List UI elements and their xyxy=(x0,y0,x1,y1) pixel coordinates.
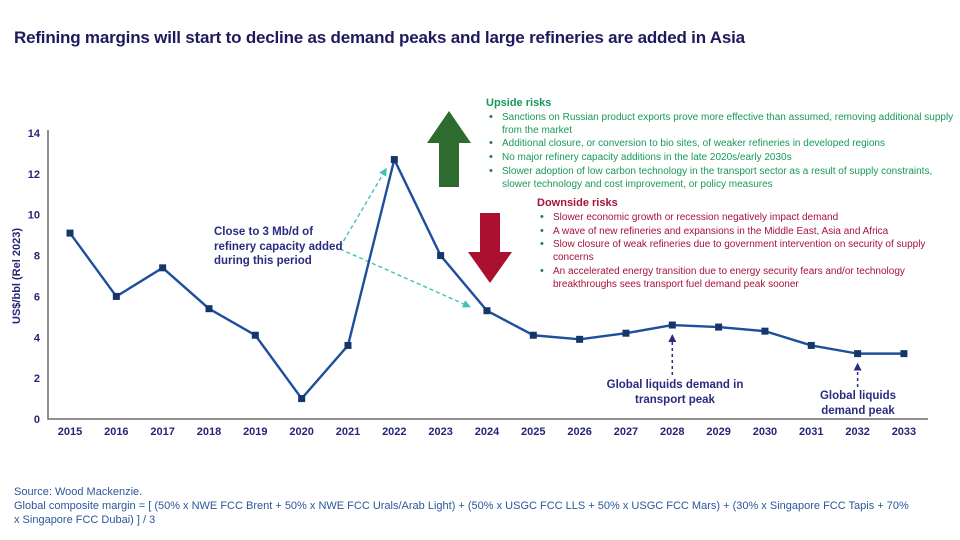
y-tick-label: 8 xyxy=(34,251,40,263)
annotation-arrows xyxy=(668,334,862,387)
source-note: Source: Wood Mackenzie. Global composite… xyxy=(14,485,912,527)
x-tick-label: 2015 xyxy=(58,426,82,438)
axis-lines xyxy=(47,130,928,420)
capacity-arrow-to-2022 xyxy=(339,167,387,248)
data-point-marker xyxy=(251,331,259,339)
capacity-annotation-line: Close to 3 Mb/d of xyxy=(214,226,314,238)
x-tick-label: 2026 xyxy=(567,426,591,438)
demand-peak-line: demand peak xyxy=(821,404,895,417)
y-tick-label: 0 xyxy=(34,414,40,426)
list-item: No major refinery capacity additions in … xyxy=(486,151,954,165)
data-point-marker xyxy=(159,264,167,272)
x-tick-label: 2032 xyxy=(845,426,869,438)
data-point-marker xyxy=(66,229,74,237)
data-point-marker xyxy=(807,341,815,349)
source-line: Source: Wood Mackenzie. xyxy=(14,486,143,498)
downside-risk-text: Slow closure of weak refineries due to g… xyxy=(553,239,926,264)
list-item: Additional closure, or conversion to bio… xyxy=(486,137,954,151)
list-item: A wave of new refineries and expansions … xyxy=(537,225,941,239)
downside-risks-list: Slower economic growth or recession nega… xyxy=(537,211,941,292)
y-tick-label: 14 xyxy=(28,128,41,140)
data-point-marker xyxy=(668,321,676,329)
source-formula: Global composite margin = [ (50% x NWE F… xyxy=(14,500,909,526)
list-item: Slower adoption of low carbon technology… xyxy=(486,165,954,192)
upside-risks-panel: Upside risks Sanctions on Russian produc… xyxy=(486,97,954,193)
data-point-marker xyxy=(715,323,723,331)
x-tick-label: 2018 xyxy=(197,426,221,438)
capacity-pointer-arrows xyxy=(339,167,471,308)
y-tick-label: 2 xyxy=(34,373,40,385)
x-tick-label: 2028 xyxy=(660,426,684,438)
downside-risks-panel: Downside risks Slower economic growth or… xyxy=(537,197,941,293)
data-point-marker xyxy=(390,156,398,164)
data-point-marker xyxy=(298,395,306,403)
transport-peak-annotation: Global liquids demand in transport peak xyxy=(585,378,765,407)
transport-peak-line: transport peak xyxy=(635,393,715,406)
list-item: Slow closure of weak refineries due to g… xyxy=(537,238,941,265)
x-tick-label: 2017 xyxy=(150,426,174,438)
list-item: Slower economic growth or recession nega… xyxy=(537,211,941,225)
data-point-marker xyxy=(483,307,491,315)
x-tick-label: 2023 xyxy=(428,426,452,438)
data-point-marker xyxy=(576,335,584,343)
x-tick-label: 2033 xyxy=(892,426,916,438)
x-tick-label: 2021 xyxy=(336,426,360,438)
list-item: Sanctions on Russian product exports pro… xyxy=(486,111,954,138)
downside-risks-heading: Downside risks xyxy=(537,197,618,209)
data-point-marker xyxy=(437,252,445,260)
x-tick-label: 2020 xyxy=(289,426,313,438)
upside-risks-heading: Upside risks xyxy=(486,97,552,109)
data-point-marker xyxy=(900,350,908,358)
upside-risk-text: Additional closure, or conversion to bio… xyxy=(502,138,885,150)
chart-axes: 0 2 4 6 8 10 12 14 2015 2016 2017 2018 2019 2020 2021 2… xyxy=(28,128,928,438)
data-point-marker xyxy=(854,350,862,358)
upside-risk-text: Sanctions on Russian product exports pro… xyxy=(502,111,954,136)
downside-risk-text: An accelerated energy transition due to … xyxy=(553,265,905,290)
data-point-marker xyxy=(112,292,120,300)
x-tick-label: 2024 xyxy=(475,426,500,438)
demand-peak-annotation: Global liquids demand peak xyxy=(790,389,926,418)
downside-risk-text: Slower economic growth or recession nega… xyxy=(553,211,839,223)
y-tick-label: 4 xyxy=(34,332,41,344)
margin-line-series xyxy=(66,156,908,403)
capacity-annotation-line: refinery capacity added xyxy=(214,240,343,253)
arrow-down-icon xyxy=(468,213,512,283)
y-tick-label: 10 xyxy=(28,210,40,222)
x-tick-label: 2029 xyxy=(706,426,730,438)
y-axis-title: US$/bbl (Rel 2023) xyxy=(11,228,23,324)
x-tick-label: 2022 xyxy=(382,426,406,438)
transport-peak-line: Global liquids demand in xyxy=(606,379,744,391)
upside-risk-text: Slower adoption of low carbon technology… xyxy=(502,165,933,190)
capacity-annotation: Close to 3 Mb/d of refinery capacity add… xyxy=(214,225,354,269)
x-tick-label: 2027 xyxy=(614,426,638,438)
x-tick-label: 2025 xyxy=(521,426,545,438)
demand-peak-line: Global liquids xyxy=(819,390,897,402)
y-tick-label: 12 xyxy=(28,169,40,181)
upside-risks-list: Sanctions on Russian product exports pro… xyxy=(486,111,954,192)
capacity-arrow-to-2024 xyxy=(339,248,471,308)
data-point-marker xyxy=(344,341,352,349)
x-tick-label: 2019 xyxy=(243,426,267,438)
y-tick-label: 6 xyxy=(34,291,40,303)
downside-risk-text: A wave of new refineries and expansions … xyxy=(553,225,889,237)
data-point-marker xyxy=(761,327,769,335)
data-point-marker xyxy=(205,305,213,313)
x-tick-label: 2030 xyxy=(753,426,777,438)
data-point-marker xyxy=(529,331,537,339)
data-point-marker xyxy=(622,329,630,337)
page-title: Refining margins will start to decline a… xyxy=(14,28,745,47)
capacity-annotation-line: during this period xyxy=(214,255,312,267)
x-tick-label: 2031 xyxy=(799,426,823,438)
arrow-up-icon xyxy=(427,111,471,187)
x-tick-label: 2016 xyxy=(104,426,128,438)
upside-risk-text: No major refinery capacity additions in … xyxy=(502,152,792,164)
list-item: An accelerated energy transition due to … xyxy=(537,265,941,292)
